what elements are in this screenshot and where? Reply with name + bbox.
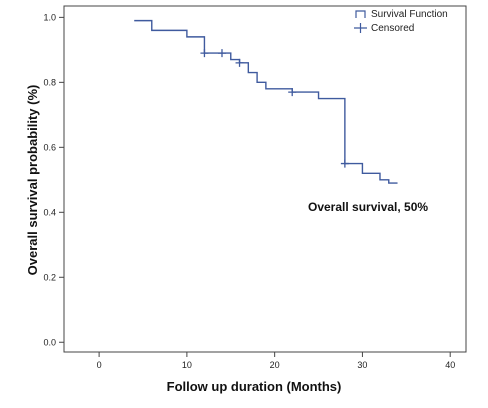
x-tick-label: 20 <box>270 360 280 370</box>
plot-frame <box>63 5 467 353</box>
censored-marker <box>217 49 226 58</box>
x-tick-label: 30 <box>357 360 367 370</box>
censored-marker <box>200 49 209 58</box>
y-tick-label: 0.0 <box>43 337 56 347</box>
censored-marker <box>340 159 349 168</box>
y-axis-title: Overall survival probability (%) <box>25 85 40 276</box>
y-tick-label: 0.8 <box>43 77 56 87</box>
censored-marker <box>288 88 297 97</box>
censored-marker <box>235 58 244 67</box>
x-axis-title: Follow up duration (Months) <box>167 379 342 394</box>
legend-swatch-censored <box>354 23 367 33</box>
x-tick-label: 10 <box>182 360 192 370</box>
legend: Survival Function Censored <box>354 9 448 34</box>
series-layer <box>134 19 398 184</box>
plot-area <box>63 5 467 353</box>
legend-label: Survival Function <box>371 9 448 20</box>
y-tick-label: 0.4 <box>43 207 56 217</box>
survival-function-line <box>134 19 398 184</box>
y-tick-label: 1.0 <box>43 12 56 22</box>
axes: 0 10 20 30 40 0.0 0.2 0.4 0.6 0.8 1.0 <box>43 12 455 370</box>
x-tick-label: 0 <box>97 360 102 370</box>
annotations: Overall survival, 50% <box>308 200 428 214</box>
x-tick-label: 40 <box>445 360 455 370</box>
overall-survival-annotation: Overall survival, 50% <box>308 200 428 214</box>
y-tick-label: 0.6 <box>43 142 56 152</box>
legend-label: Censored <box>371 23 414 34</box>
y-tick-label: 0.2 <box>43 272 56 282</box>
legend-swatch-survival <box>355 10 366 18</box>
